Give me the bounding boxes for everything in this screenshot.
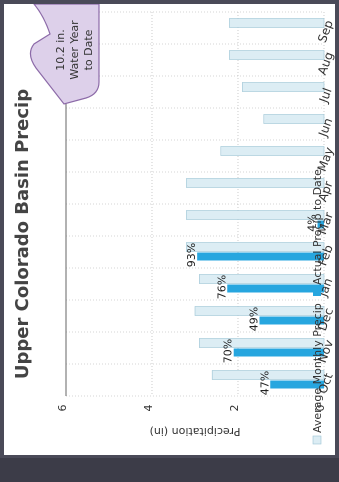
month-label-jul: Jul: [316, 86, 334, 105]
legend-label-average: Average Monthly Precip: [311, 303, 324, 433]
bar-actual-feb: [197, 252, 324, 261]
plot-root: 47%70%49%76%93%4%OctNovDecJanFebMarAprMa…: [56, 11, 335, 438]
bar-actual-oct: [270, 380, 324, 389]
bar-average-mar: [186, 210, 325, 220]
bar-average-may: [220, 146, 325, 156]
water-year-callout: 10.2 in. Water Year to Date: [29, 4, 100, 105]
month-label-mar: Mar: [315, 210, 335, 236]
legend-group: Average Monthly Precip Actual Precip to D…: [311, 169, 324, 445]
month-label-nov: Nov: [315, 338, 335, 365]
month-label-jun: Jun: [315, 116, 335, 139]
footer-band: [0, 458, 339, 482]
data-label-feb: 93%: [185, 243, 198, 267]
data-label-oct: 47%: [258, 371, 271, 395]
month-label-sep: Sep: [315, 18, 335, 44]
tick-label: 6: [56, 405, 69, 412]
tick-label: 2: [228, 405, 241, 412]
callout-line-2: Water Year: [68, 20, 81, 80]
data-label-jan: 76%: [215, 275, 228, 299]
bar-actual-jan: [227, 284, 324, 293]
tick-label: 4: [142, 405, 155, 412]
chart-title-group: Upper Colorado Basin Precip: [12, 89, 33, 379]
legend-swatch-actual: [313, 288, 321, 296]
data-label-dec: 49%: [248, 307, 261, 331]
data-label-mar: 4%: [306, 214, 319, 231]
bar-average-jan: [199, 274, 325, 284]
legend-label-actual: Actual Precip to Date: [311, 169, 324, 285]
bar-average-oct: [211, 370, 325, 380]
bar-average-aug: [229, 50, 325, 60]
legend-swatch-average: [312, 435, 322, 445]
bar-average-jul: [242, 82, 325, 92]
month-label-may: May: [315, 145, 335, 173]
chart-title: Upper Colorado Basin Precip: [12, 89, 33, 379]
month-label-aug: Aug: [315, 50, 335, 77]
tick-label: 0: [314, 405, 327, 412]
value-axis-title: Precipitation (in): [150, 425, 241, 438]
month-label-dec: Dec: [315, 306, 335, 333]
month-label-apr: Apr: [315, 179, 335, 203]
callout-line-3: to Date: [82, 29, 95, 70]
month-label-oct: Oct: [315, 371, 335, 396]
legend: Average Monthly Precip Actual Precip to D…: [311, 169, 324, 445]
month-label-feb: Feb: [315, 243, 335, 268]
bar-average-apr: [186, 178, 325, 188]
bar-actual-dec: [259, 316, 324, 325]
bar-actual-nov: [233, 348, 324, 357]
callout-shape: [29, 4, 100, 105]
bar-average-jun: [263, 114, 325, 124]
bar-average-nov: [199, 338, 325, 348]
bar-actual-mar: [317, 220, 324, 229]
bar-average-sep: [229, 18, 325, 28]
data-label-nov: 70%: [222, 339, 235, 363]
bar-average-dec: [194, 306, 325, 316]
bar-average-feb: [186, 242, 325, 252]
chart-card: 47% 70% 49% 76% 93% 4% Oct Nov Dec Jan Feb Mar Apr Ma…: [4, 4, 335, 455]
precip-chart: 47%70%49%76%93%4%OctNovDecJanFebMarAprMa…: [12, 4, 335, 445]
callout-line-1: 10.2 in.: [54, 29, 67, 71]
